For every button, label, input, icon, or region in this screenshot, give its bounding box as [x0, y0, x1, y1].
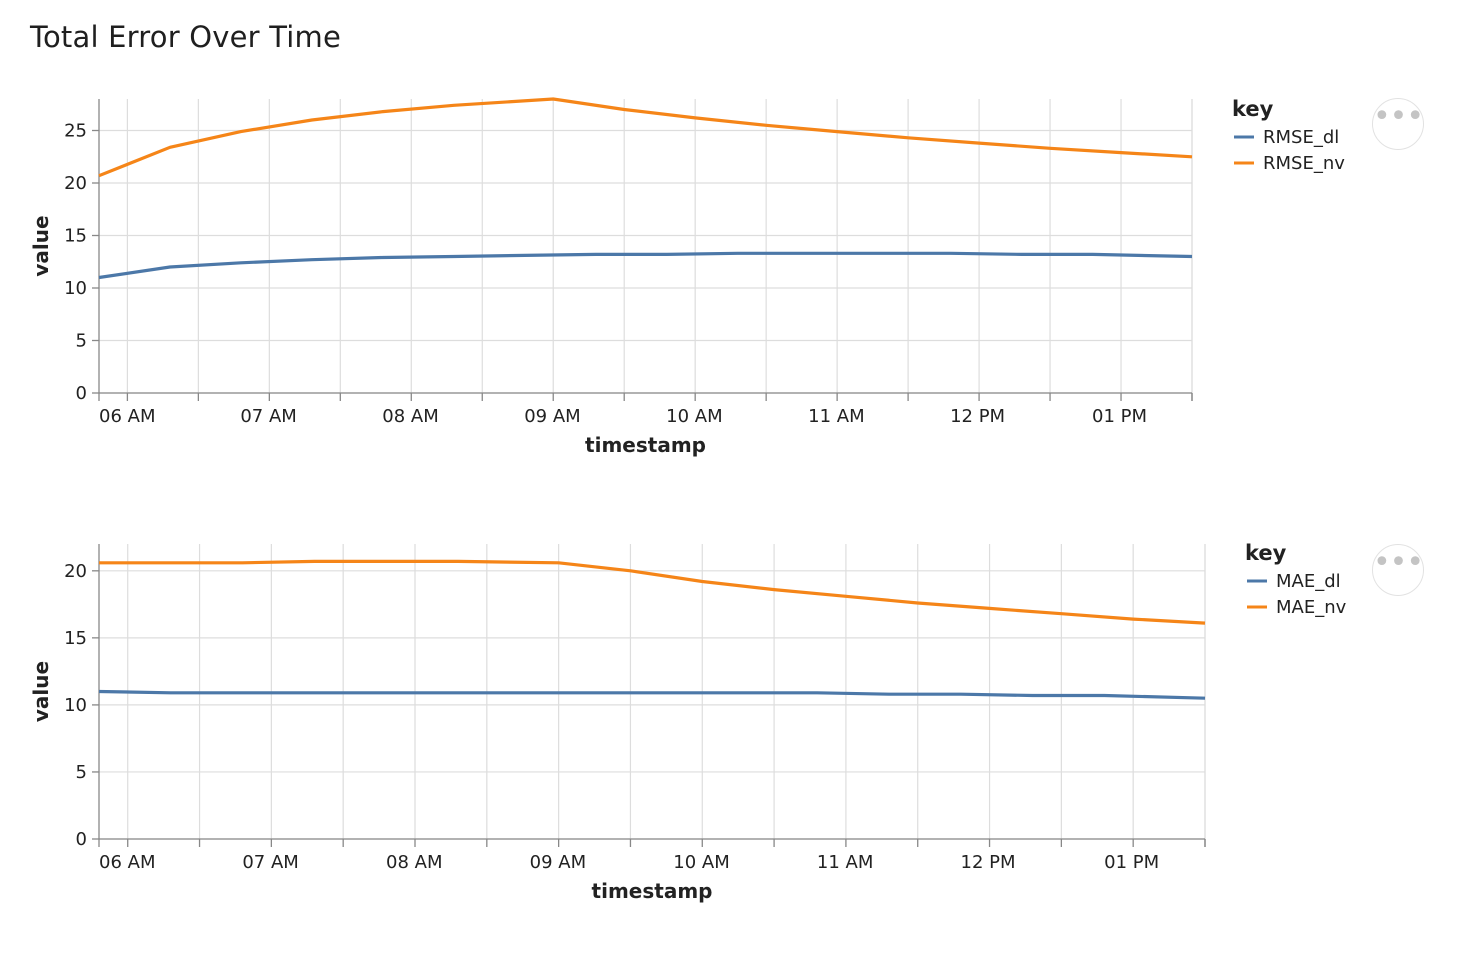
- mae-chart: 0 5 10 15 20 06 AM 07 AM 08 AM 09 AM 10 AM 11 AM 12…: [29, 541, 1347, 903]
- page-title: Total Error Over Time: [30, 20, 341, 54]
- x-tick-label: 06 AM: [99, 406, 155, 427]
- legend-label: MAE_nv: [1276, 597, 1347, 618]
- y-tick-label: 15: [64, 628, 87, 649]
- axes: 0 5 10 15 20 06 AM 07 AM 08 AM 09 AM 10 AM 11 AM 12…: [29, 544, 1206, 903]
- x-tick-label: 01 PM: [1092, 406, 1147, 427]
- legend-title: key: [1232, 97, 1274, 121]
- x-tick-label: 06 AM: [99, 852, 155, 873]
- x-tick-label: 08 AM: [386, 852, 442, 873]
- y-tick-label: 20: [64, 173, 87, 194]
- x-tick-label: 12 PM: [961, 852, 1016, 873]
- y-tick-label: 0: [76, 829, 87, 850]
- more-horizontal-icon: •••: [1372, 545, 1424, 580]
- rmse-chart: 0 5 10 15 20 25 06 AM 07 AM 08 AM 09 AM 10 AM 11 AM…: [29, 97, 1345, 457]
- legend-label: RMSE_dl: [1263, 127, 1339, 148]
- series-line-mae-dl: [98, 689, 1206, 700]
- y-tick-label: 5: [76, 762, 87, 783]
- more-horizontal-icon: •••: [1372, 99, 1424, 134]
- legend: key RMSE_dl RMSE_nv: [1232, 97, 1345, 174]
- x-tick-label: 08 AM: [382, 406, 438, 427]
- x-axis-title: timestamp: [592, 879, 713, 903]
- series-line-mae-nv: [99, 559, 1206, 625]
- legend-label: RMSE_nv: [1263, 153, 1345, 174]
- y-tick-label: 5: [76, 331, 87, 352]
- y-axis-title: value: [29, 215, 53, 276]
- grid: [99, 544, 1206, 840]
- legend-title: key: [1245, 541, 1287, 565]
- x-tick-label: 11 AM: [808, 406, 864, 427]
- y-tick-label: 10: [64, 695, 87, 716]
- x-tick-label: 01 PM: [1104, 852, 1159, 873]
- chart-actions-menu-button[interactable]: •••: [1372, 98, 1424, 150]
- axes: 0 5 10 15 20 25 06 AM 07 AM 08 AM 09 AM 10 AM 11 AM…: [29, 99, 1193, 457]
- x-tick-label: 10 AM: [666, 406, 722, 427]
- y-tick-label: 15: [64, 226, 87, 247]
- chart-actions-menu-button[interactable]: •••: [1372, 544, 1424, 596]
- legend-label: MAE_dl: [1276, 571, 1341, 592]
- x-tick-label: 12 PM: [950, 406, 1005, 427]
- y-tick-label: 10: [64, 278, 87, 299]
- y-tick-label: 0: [76, 383, 87, 404]
- series-line-rmse-dl: [98, 251, 1193, 280]
- x-axis-title: timestamp: [585, 433, 706, 457]
- y-tick-label: 25: [64, 121, 87, 142]
- x-tick-label: 09 AM: [530, 852, 586, 873]
- series-line-rmse-nv: [98, 97, 1193, 178]
- legend: key MAE_dl MAE_nv: [1245, 541, 1347, 618]
- y-axis-title: value: [29, 661, 53, 722]
- x-tick-label: 11 AM: [817, 852, 873, 873]
- x-tick-label: 07 AM: [240, 406, 296, 427]
- x-tick-label: 09 AM: [524, 406, 580, 427]
- y-tick-label: 20: [64, 561, 87, 582]
- x-tick-label: 10 AM: [673, 852, 729, 873]
- grid: [99, 99, 1193, 394]
- x-tick-label: 07 AM: [242, 852, 298, 873]
